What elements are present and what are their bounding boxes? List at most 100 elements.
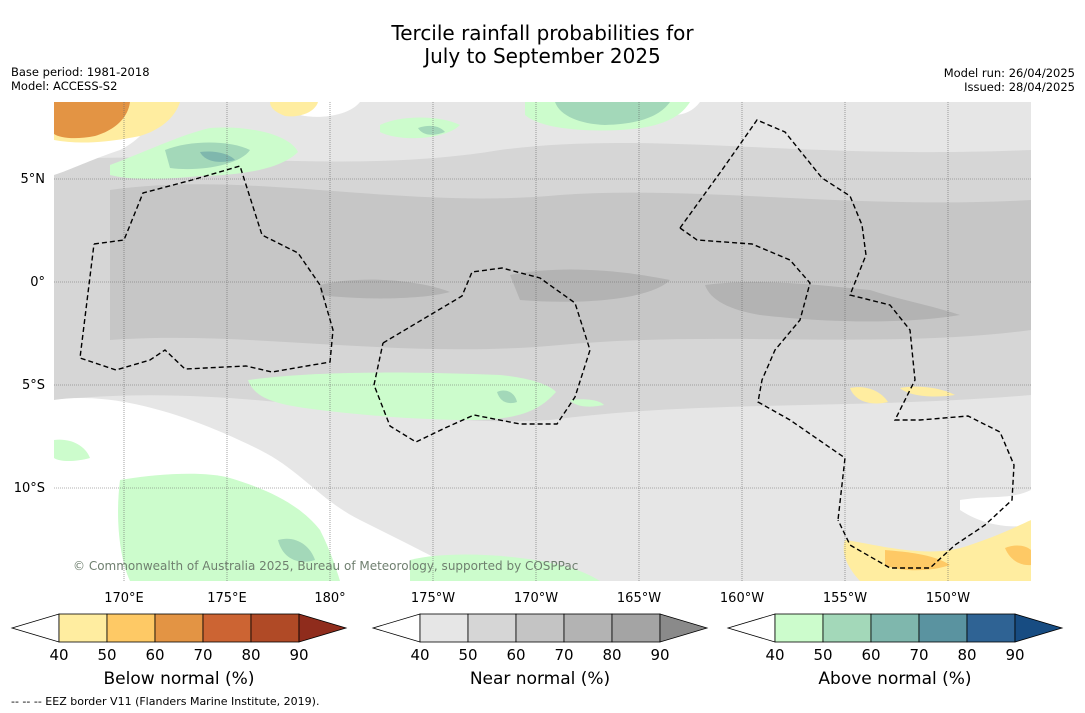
colorbar-segment: [515, 613, 565, 643]
eez-border-left: [79, 165, 334, 373]
above-normal-50-area: [555, 102, 670, 125]
colorbar-segment: [419, 613, 469, 643]
colorbar-tick-label: 60: [506, 646, 525, 664]
near-normal-70-patch: [705, 282, 960, 322]
above-normal-40-area: [54, 439, 90, 461]
eez-borders: [79, 119, 1015, 569]
colorbar-high-extend: [659, 613, 709, 643]
issued-date: Issued: 28/04/2025: [964, 80, 1075, 94]
above-normal-40-area: [410, 554, 600, 581]
meta-right: Model run: 26/04/2025 Issued: 28/04/2025: [944, 66, 1075, 94]
colorbar: 40 50 60 70 80 90 Below normal (%): [10, 613, 348, 689]
lat-label: 5°S: [22, 378, 45, 393]
colorbar-segment: [918, 613, 968, 643]
latitude-labels: 5°N 0° 5°S 10°S: [14, 172, 45, 496]
colorbar-segment: [202, 613, 252, 643]
lon-label: 175°E: [207, 591, 247, 606]
lon-label: 155°W: [823, 591, 867, 606]
lat-label: 0°: [30, 275, 45, 290]
above-normal-40-area: [248, 372, 556, 420]
title-line-2: July to September 2025: [424, 44, 661, 68]
colorbar-tick-label: 40: [49, 646, 68, 664]
colorbar: 40 50 60 70 80 90 Near normal (%): [371, 613, 709, 689]
eez-border-right-loop: [679, 119, 1015, 569]
colorbar-tick-label: 90: [1005, 646, 1024, 664]
above-normal-40-area: [570, 399, 604, 407]
colorbar-label: Near normal (%): [470, 669, 610, 689]
lat-label: 5°N: [21, 172, 46, 187]
colorbar-segment: [250, 613, 300, 643]
map-title: Tercile rainfall probabilities for July …: [0, 22, 1085, 68]
below-normal-40-area: [900, 386, 955, 397]
colorbar-low-extend: [726, 613, 776, 643]
colorbar-tick-label: 70: [554, 646, 573, 664]
colorbar-segment: [870, 613, 920, 643]
colorbar-label: Below normal (%): [104, 669, 255, 689]
colorbar-low-extend: [371, 613, 421, 643]
colorbar-high-extend: [298, 613, 348, 643]
colorbar-tick-label: 90: [650, 646, 669, 664]
eez-border-right-upper: [679, 227, 846, 521]
colorbar-low-extend: [10, 613, 60, 643]
below-normal-50-area: [1005, 545, 1031, 566]
lat-label: 10°S: [14, 481, 45, 496]
colorbar-tick-label: 80: [602, 646, 621, 664]
model-name: Model: ACCESS-S2: [11, 79, 118, 93]
colorbar-segment: [611, 613, 661, 643]
colorbar-segment: [822, 613, 872, 643]
colorbar-segment: [774, 613, 824, 643]
longitude-labels: 170°E 175°E 180° 175°W 170°W 165°W 160°W…: [104, 591, 970, 606]
lon-label: 165°W: [617, 591, 661, 606]
below-normal-40-area: [850, 387, 888, 404]
map-area: © Commonwealth of Australia 2025, Bureau…: [54, 102, 1031, 581]
copyright-notice: © Commonwealth of Australia 2025, Bureau…: [73, 559, 578, 573]
lon-label: 170°E: [104, 591, 144, 606]
above-normal-50-area: [278, 538, 315, 562]
colorbar: 40 50 60 70 80 90 Above normal (%): [726, 613, 1064, 689]
meta-left: Base period: 1981-2018 Model: ACCESS-S2: [11, 65, 150, 93]
near-normal-70-patch: [510, 269, 670, 302]
colorbar-tick-label: 60: [861, 646, 880, 664]
colorbar-tick-label: 80: [241, 646, 260, 664]
above-normal-50-area: [418, 125, 445, 135]
base-period: Base period: 1981-2018: [11, 65, 150, 79]
colorbar-tick-label: 50: [458, 646, 477, 664]
lon-label: 170°W: [514, 591, 558, 606]
colorbar-tick-label: 90: [289, 646, 308, 664]
graticule: [54, 102, 1031, 581]
above-normal-60-area: [200, 151, 235, 162]
colorbar-tick-label: 70: [909, 646, 928, 664]
colorbar-segment: [467, 613, 517, 643]
colorbar-tick-label: 50: [813, 646, 832, 664]
colorbar-tick-label: 70: [193, 646, 212, 664]
below-normal-60-area: [54, 102, 130, 139]
colorbar-segment: [58, 613, 108, 643]
title-line-1: Tercile rainfall probabilities for: [391, 21, 694, 45]
colorbar-segment: [966, 613, 1016, 643]
colorbar-segment: [563, 613, 613, 643]
no-signal-region: [960, 490, 1031, 527]
below-normal-40-area: [270, 102, 318, 117]
lon-label: 180°: [314, 591, 345, 606]
colorbar-tick-label: 40: [765, 646, 784, 664]
lon-label: 150°W: [926, 591, 970, 606]
model-run: Model run: 26/04/2025: [943, 66, 1075, 80]
colorbar-tick-label: 80: [957, 646, 976, 664]
lon-label: 175°W: [411, 591, 455, 606]
eez-border-center: [373, 267, 591, 443]
eez-footnote: -- -- -- EEZ border V11 (Flanders Marine…: [11, 695, 320, 708]
colorbar-label: Above normal (%): [818, 669, 971, 689]
colorbars: 40 50 60 70 80 90 Below normal (%) 40 50 60 70 80 90…: [10, 613, 1064, 689]
near-normal-70-patch: [320, 279, 450, 299]
above-normal-50-area: [497, 390, 517, 404]
colorbar-segment: [154, 613, 204, 643]
near-normal-60-band: [110, 184, 1031, 350]
colorbar-tick-label: 60: [145, 646, 164, 664]
lon-label: 160°W: [720, 591, 764, 606]
colorbar-tick-label: 40: [410, 646, 429, 664]
above-normal-40-area: [118, 473, 340, 581]
colorbar-segment: [106, 613, 156, 643]
colorbar-tick-label: 50: [97, 646, 116, 664]
colorbar-high-extend: [1014, 613, 1064, 643]
